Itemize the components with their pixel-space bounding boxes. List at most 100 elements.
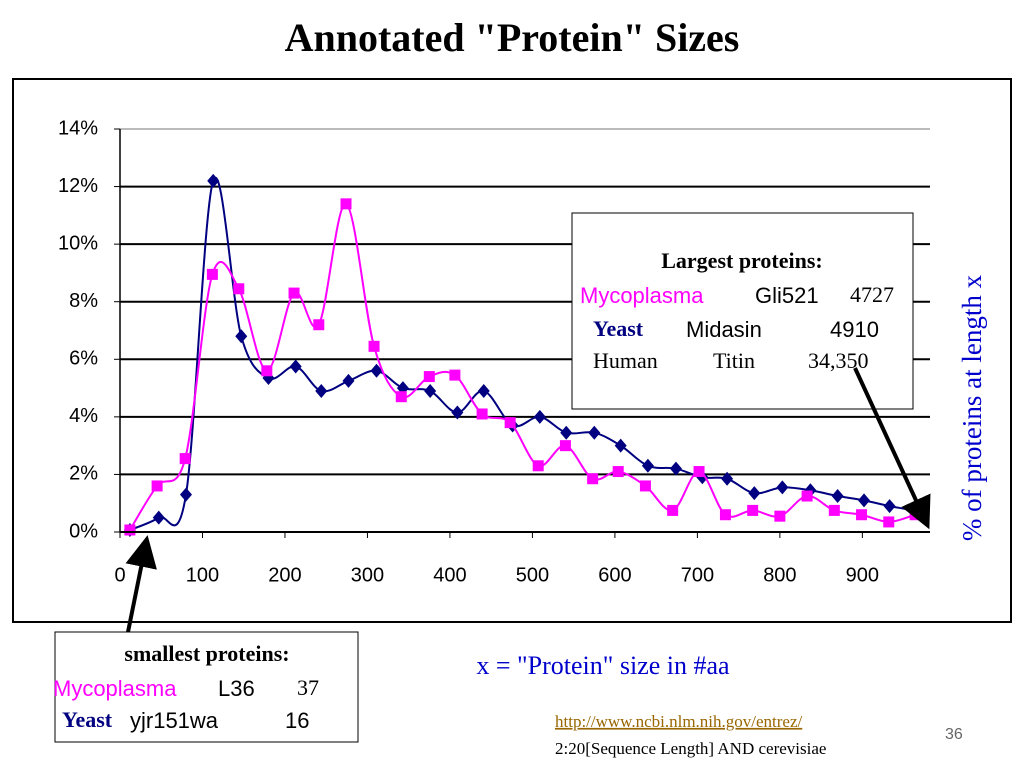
- y-tick-label: 10%: [58, 232, 98, 254]
- x-tick-label: 100: [186, 564, 219, 586]
- organism: Yeast: [593, 316, 644, 341]
- data-point: [342, 373, 355, 388]
- data-point: [612, 466, 624, 478]
- data-point: [588, 425, 601, 440]
- smallest-box: [54, 631, 359, 743]
- data-point: [721, 471, 734, 486]
- data-point: [449, 369, 461, 381]
- x-tick-label: 900: [846, 564, 879, 586]
- length: 37: [297, 675, 319, 700]
- box-heading: smallest proteins:: [124, 641, 289, 666]
- organism: Mycoplasma: [580, 283, 704, 308]
- data-point: [639, 480, 651, 492]
- length: 4727: [850, 282, 894, 307]
- x-tick-label: 500: [516, 564, 549, 586]
- data-point: [289, 359, 302, 374]
- data-point: [313, 319, 325, 331]
- data-point: [747, 504, 759, 516]
- data-point: [368, 340, 380, 352]
- data-point: [235, 329, 248, 344]
- slide-title: Annotated "Protein" Sizes: [285, 15, 740, 60]
- data-point: [424, 383, 437, 398]
- protein: Midasin: [686, 317, 762, 342]
- data-point: [288, 287, 300, 299]
- x-tick-label: 0: [114, 564, 125, 586]
- chart-frame: [12, 78, 1012, 623]
- data-point: [207, 173, 220, 188]
- protein: yjr151wa: [130, 708, 219, 733]
- x-tick-label: 400: [433, 564, 466, 586]
- data-point: [559, 440, 571, 452]
- data-point: [719, 509, 731, 521]
- data-point: [560, 425, 573, 440]
- x-tick-label: 200: [268, 564, 301, 586]
- arrow: [125, 535, 157, 633]
- y-tick-label: 6%: [69, 348, 98, 370]
- data-point: [667, 504, 679, 516]
- data-point: [206, 268, 218, 280]
- box-heading: Largest proteins:: [661, 248, 823, 273]
- length: 4910: [830, 317, 879, 342]
- data-point: [858, 493, 871, 508]
- data-point: [504, 417, 516, 429]
- source-link[interactable]: http://www.ncbi.nlm.nih.gov/entrez/: [555, 712, 803, 731]
- data-point: [476, 408, 488, 420]
- data-point: [883, 516, 895, 528]
- data-point: [693, 466, 705, 478]
- data-point: [124, 524, 136, 536]
- data-point: [532, 460, 544, 472]
- data-point: [151, 480, 163, 492]
- organism: Human: [593, 348, 658, 373]
- y-tick-label: 2%: [69, 463, 98, 485]
- x-tick-label: 800: [763, 564, 796, 586]
- data-point: [776, 480, 789, 495]
- query-text: 2:20[Sequence Length] AND cerevisiae: [555, 739, 826, 758]
- largest-box: [571, 212, 914, 410]
- y-tick-label: 14%: [58, 117, 98, 139]
- y-tick-label: 8%: [69, 290, 98, 312]
- organism: Yeast: [62, 707, 113, 732]
- x-tick-label: 700: [681, 564, 714, 586]
- x-axis-label: x = "Protein" size in #aa: [476, 651, 730, 680]
- data-point: [233, 283, 245, 295]
- arrow: [853, 367, 931, 530]
- organism: Mycoplasma: [53, 676, 177, 701]
- data-point: [261, 365, 273, 377]
- data-point: [587, 473, 599, 485]
- data-point: [179, 487, 192, 502]
- y-tick-label: 0%: [69, 520, 98, 542]
- y-tick-label: 4%: [69, 405, 98, 427]
- data-point: [152, 510, 165, 525]
- length: 16: [285, 708, 309, 733]
- data-point: [801, 490, 813, 502]
- data-point: [831, 489, 844, 504]
- data-point: [179, 453, 191, 465]
- data-point: [828, 504, 840, 516]
- data-point: [748, 486, 761, 501]
- plot: 0% 2% 4% 6% 8% 10% 12% 14% 0 100 200 300 400 500 600 70…: [58, 117, 930, 586]
- data-point: [451, 405, 464, 420]
- data-point: [477, 383, 490, 398]
- data-point: [774, 510, 786, 522]
- data-point: [533, 409, 546, 424]
- data-point: [669, 461, 682, 476]
- y-axis-label: % of proteins at length x: [957, 274, 987, 541]
- page-number: 36: [945, 726, 963, 743]
- length: 34,350: [808, 348, 869, 373]
- data-point: [395, 391, 407, 403]
- data-point: [340, 198, 352, 210]
- data-point: [883, 499, 896, 514]
- data-point: [856, 509, 868, 521]
- protein: L36: [218, 676, 255, 701]
- protein: Titin: [713, 348, 755, 373]
- data-point: [370, 363, 383, 378]
- data-point: [641, 458, 654, 473]
- data-point: [423, 371, 435, 383]
- x-tick-label: 600: [598, 564, 631, 586]
- x-tick-label: 300: [351, 564, 384, 586]
- protein: Gli521: [755, 283, 819, 308]
- data-point: [614, 438, 627, 453]
- data-point: [315, 383, 328, 398]
- y-tick-label: 12%: [58, 175, 98, 197]
